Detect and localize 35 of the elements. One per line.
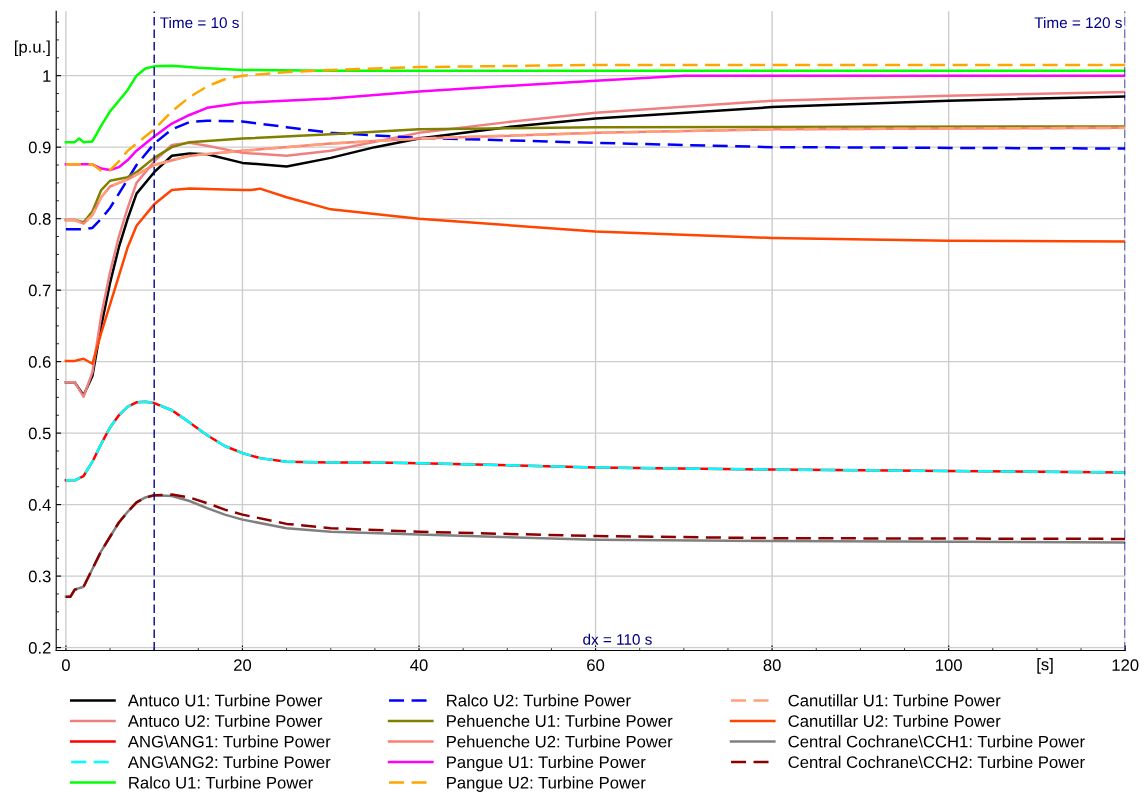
x-tick-label: 120 [1112,659,1139,672]
ref-line-label: Time = 120 s [1034,16,1122,29]
legend-label: Central Cochrane\CCH1: Turbine Power [788,735,1085,748]
legend-label: Ralco U1: Turbine Power [129,776,313,789]
y-tick-label: 0.3 [28,570,51,583]
y-tick-label: 0.8 [28,213,51,225]
legend-label: Pehuenche U2: Turbine Power [447,735,673,748]
y-tick-label: 1 [43,70,51,82]
legend-label: Pangue U2: Turbine Power [447,776,646,792]
y-tick-label: 0.6 [28,356,51,368]
x-tick-label: 100 [936,659,962,672]
y-tick-label: 0.2 [28,641,51,654]
x-axis-title: [s] [1037,658,1053,674]
y-tick-label: 0.9 [28,141,51,154]
y-tick-label: 0.4 [28,499,51,511]
legend-label: Canutillar U1: Turbine Power [788,694,1001,707]
legend-label: ANG\ANG1: Turbine Power [127,735,331,748]
y-tick-label: 0.5 [28,427,51,440]
x-tick-label: 60 [587,659,605,672]
legend-label: Antuco U2: Turbine Power [127,714,323,727]
legend-label: ANG\ANG2: Turbine Power [127,755,331,769]
legend-label: Canutillar U2: Turbine Power [788,714,1001,727]
legend-label: Ralco U2: Turbine Power [447,694,631,707]
y-axis-title: [p.u.] [14,40,50,57]
x-tick-label: 40 [410,659,428,672]
legend-label: Antuco U1: Turbine Power [127,694,323,707]
annotation: dx = 110 s [583,633,652,645]
ref-line-label: Time = 10 s [160,16,239,29]
legend-label: Pangue U1: Turbine Power [447,755,646,772]
x-tick-label: 0 [61,659,70,672]
y-tick-label: 0.7 [28,284,51,297]
legend-label: Pehuenche U1: Turbine Power [447,714,673,727]
x-tick-label: 20 [234,659,252,672]
legend-label: Central Cochrane\CCH2: Turbine Power [788,755,1085,769]
x-tick-label: 80 [763,659,781,672]
